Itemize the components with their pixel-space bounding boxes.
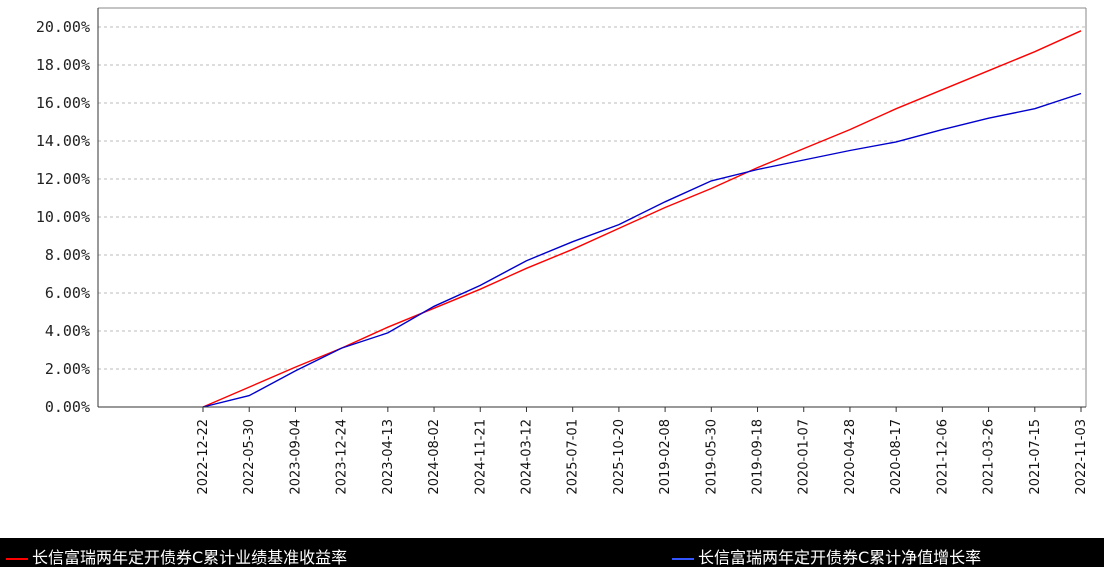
x-tick-label: 2025-07-01 [566, 419, 581, 495]
y-tick-label: 10.00% [36, 208, 90, 226]
legend-swatch-blue [672, 557, 694, 560]
y-tick-label: 14.00% [36, 132, 90, 150]
x-tick-label: 2019-09-18 [751, 419, 766, 495]
y-tick-label: 18.00% [36, 56, 90, 74]
x-tick-label: 2021-12-06 [935, 419, 950, 495]
y-tick-label: 6.00% [45, 284, 90, 302]
x-tick-label: 2020-08-17 [889, 419, 904, 495]
gridlines [98, 7, 1087, 412]
x-tick-label: 2022-05-30 [242, 419, 257, 495]
y-tick-label: 12.00% [36, 170, 90, 188]
x-tick-label: 2023-04-13 [381, 419, 396, 495]
legend-item-nav: 长信富瑞两年定开债券C累计净值增长率 [672, 544, 981, 568]
series-lines [202, 30, 1082, 408]
x-tick-label: 2025-10-20 [612, 419, 627, 495]
x-tick-label: 2023-12-24 [335, 419, 350, 495]
x-tick-label: 2024-11-21 [473, 419, 488, 495]
y-tick-label: 16.00% [36, 94, 90, 112]
series-line-benchmark [202, 30, 1082, 408]
x-tick-label: 2022-11-03 [1074, 419, 1089, 495]
legend-swatch-red [6, 557, 28, 560]
x-tick-label: 2024-03-12 [519, 419, 534, 495]
x-tick-label: 2023-09-04 [288, 419, 303, 495]
x-tick-label: 2021-07-15 [1028, 419, 1043, 495]
x-tick-label: 2019-02-08 [658, 419, 673, 495]
legend-label-benchmark: 长信富瑞两年定开债券C累计业绩基准收益率 [32, 548, 348, 567]
y-tick-label: 0.00% [45, 398, 90, 416]
x-tick-label: 2019-05-30 [704, 419, 719, 495]
x-tick-label: 2024-08-02 [427, 419, 442, 495]
x-axis-tick-labels: 2022-12-22 2022-05-30 2023-09-04 2023-12-24… [196, 419, 1089, 495]
y-axis-tick-labels: 0.00% 2.00% 4.00% 6.00% 8.00% 10.00% 12.00% 14.… [36, 18, 90, 416]
y-tick-label: 8.00% [45, 246, 90, 264]
legend-label-nav: 长信富瑞两年定开债券C累计净值增长率 [698, 548, 982, 567]
x-tick-label: 2020-04-28 [843, 419, 858, 495]
x-tick-label: 2021-03-26 [982, 419, 997, 495]
y-tick-label: 20.00% [36, 18, 90, 36]
y-tick-label: 4.00% [45, 322, 90, 340]
series-line-nav [202, 92, 1082, 408]
x-tick-label: 2020-01-07 [797, 419, 812, 495]
legend-item-benchmark: 长信富瑞两年定开债券C累计业绩基准收益率 [6, 544, 347, 568]
x-tick-label: 2022-12-22 [196, 419, 211, 495]
legend: 长信富瑞两年定开债券C累计业绩基准收益率 长信富瑞两年定开债券C累计净值增长率 [0, 538, 1104, 567]
y-tick-label: 2.00% [45, 360, 90, 378]
